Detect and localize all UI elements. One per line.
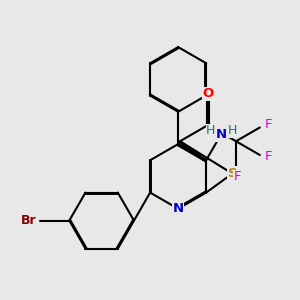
Text: O: O <box>202 87 214 100</box>
Text: H: H <box>206 124 215 137</box>
Text: N: N <box>172 202 184 215</box>
Text: F: F <box>265 150 273 163</box>
Text: F: F <box>265 118 273 131</box>
Text: F: F <box>234 170 242 183</box>
Text: S: S <box>227 167 237 180</box>
Text: Br: Br <box>21 214 37 227</box>
Text: N: N <box>216 128 227 141</box>
Text: H: H <box>227 124 237 137</box>
